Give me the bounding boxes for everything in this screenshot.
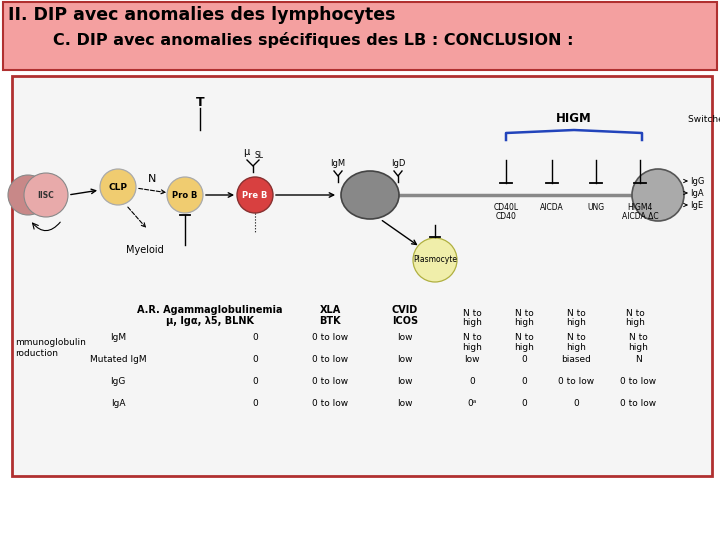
- Text: low: low: [397, 377, 413, 386]
- Text: CLP: CLP: [109, 183, 127, 192]
- Text: high: high: [628, 343, 648, 352]
- Text: IgE: IgE: [690, 201, 703, 211]
- Text: 0: 0: [521, 355, 527, 364]
- Text: N to: N to: [629, 333, 647, 342]
- Text: 0 to low: 0 to low: [620, 377, 656, 386]
- Text: 0: 0: [469, 377, 475, 386]
- Text: IgA: IgA: [111, 399, 125, 408]
- Text: 0 to low: 0 to low: [312, 355, 348, 364]
- Text: Mutated IgM: Mutated IgM: [90, 355, 146, 364]
- Text: A.R. Agammaglobulinemia: A.R. Agammaglobulinemia: [138, 305, 283, 315]
- Text: high: high: [462, 318, 482, 327]
- Text: 0 to low: 0 to low: [312, 399, 348, 408]
- Text: C. DIP avec anomalies spécifiques des LB : CONCLUSION :: C. DIP avec anomalies spécifiques des LB…: [8, 32, 574, 48]
- Text: biased: biased: [561, 355, 591, 364]
- Text: high: high: [462, 343, 482, 352]
- Text: UNG: UNG: [588, 203, 605, 212]
- Text: N to: N to: [463, 333, 482, 342]
- Text: 0: 0: [252, 377, 258, 386]
- Text: low: low: [397, 355, 413, 364]
- Text: XLA: XLA: [320, 305, 341, 315]
- Text: SL: SL: [254, 152, 264, 160]
- Text: high: high: [514, 343, 534, 352]
- Text: Pro B: Pro B: [172, 191, 198, 199]
- Text: roduction: roduction: [15, 349, 58, 358]
- Circle shape: [100, 169, 136, 205]
- Text: BTK: BTK: [319, 316, 341, 326]
- Text: HIGM: HIGM: [556, 111, 592, 125]
- Text: 0: 0: [252, 333, 258, 342]
- Circle shape: [24, 173, 68, 217]
- Text: 0ᵃ: 0ᵃ: [467, 399, 477, 408]
- Text: high: high: [566, 343, 586, 352]
- Text: 0: 0: [252, 355, 258, 364]
- Text: low: low: [397, 333, 413, 342]
- Text: 0 to low: 0 to low: [558, 377, 594, 386]
- Text: N to: N to: [626, 309, 644, 318]
- Text: high: high: [566, 318, 586, 327]
- Text: 0: 0: [252, 399, 258, 408]
- Text: 0: 0: [573, 399, 579, 408]
- Text: N to: N to: [463, 309, 482, 318]
- Text: 0 to low: 0 to low: [620, 399, 656, 408]
- Text: N: N: [634, 355, 642, 364]
- Text: 0 to low: 0 to low: [312, 377, 348, 386]
- Text: mmunoglobulin: mmunoglobulin: [15, 338, 86, 347]
- Text: IgM: IgM: [330, 159, 346, 167]
- Text: AICDA: AICDA: [540, 203, 564, 212]
- Ellipse shape: [341, 171, 399, 219]
- Text: N to: N to: [567, 309, 585, 318]
- FancyBboxPatch shape: [3, 2, 717, 70]
- Text: Myeloid: Myeloid: [126, 245, 164, 255]
- Text: CVID: CVID: [392, 305, 418, 315]
- FancyBboxPatch shape: [12, 76, 712, 476]
- Text: CD40: CD40: [495, 212, 516, 221]
- Text: T: T: [196, 97, 204, 110]
- Text: IgG: IgG: [690, 178, 704, 186]
- Text: N to: N to: [515, 333, 534, 342]
- Text: 0 to low: 0 to low: [312, 333, 348, 342]
- Text: CD40L: CD40L: [493, 203, 518, 212]
- Text: IgM: IgM: [110, 333, 126, 342]
- Circle shape: [632, 169, 684, 221]
- Text: N to: N to: [515, 309, 534, 318]
- Text: N: N: [148, 174, 156, 184]
- Circle shape: [413, 238, 457, 282]
- Text: high: high: [625, 318, 645, 327]
- Text: low: low: [464, 355, 480, 364]
- Text: 0: 0: [521, 377, 527, 386]
- Text: μ: μ: [243, 147, 249, 157]
- Text: Pre B: Pre B: [243, 191, 268, 199]
- Text: AICDA ΔC: AICDA ΔC: [621, 212, 658, 221]
- Text: IgG: IgG: [110, 377, 126, 386]
- Circle shape: [167, 177, 203, 213]
- Circle shape: [8, 175, 48, 215]
- Text: ICOS: ICOS: [392, 316, 418, 326]
- Text: IgA: IgA: [690, 190, 703, 199]
- Text: N to: N to: [567, 333, 585, 342]
- Text: Plasmocyte: Plasmocyte: [413, 255, 457, 265]
- Text: 0: 0: [521, 399, 527, 408]
- Text: HIGM4: HIGM4: [627, 203, 653, 212]
- Text: IgD: IgD: [391, 159, 405, 167]
- Text: IISC: IISC: [37, 192, 55, 200]
- Circle shape: [237, 177, 273, 213]
- Text: high: high: [514, 318, 534, 327]
- Text: μ, Igα, λ5, BLNK: μ, Igα, λ5, BLNK: [166, 316, 254, 326]
- Text: low: low: [397, 399, 413, 408]
- Text: II. DIP avec anomalies des lymphocytes: II. DIP avec anomalies des lymphocytes: [8, 6, 395, 24]
- Text: Switched B: Switched B: [688, 116, 720, 125]
